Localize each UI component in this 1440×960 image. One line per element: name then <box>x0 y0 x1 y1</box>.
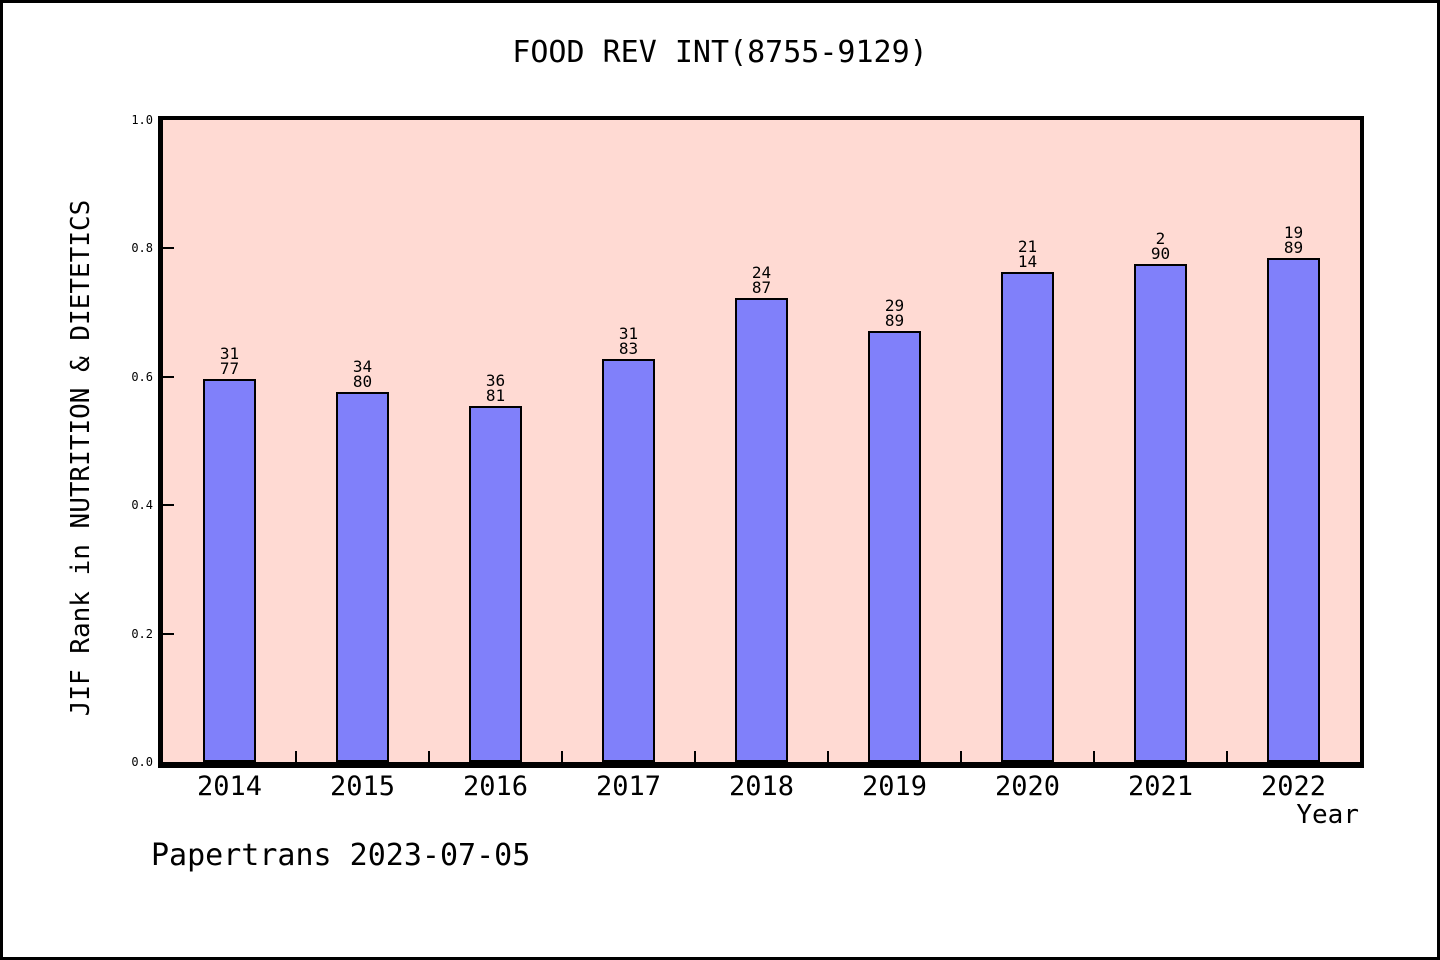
x-tick-label-2021: 2021 <box>1127 771 1194 802</box>
x-minor-tick <box>428 751 430 762</box>
bar-value-label-2015: 34 80 <box>352 357 373 391</box>
y-tick-label-0.4: 0.4 <box>131 498 153 513</box>
x-tick-label-2014: 2014 <box>196 771 263 802</box>
bar-2016 <box>469 406 522 762</box>
bar-2018 <box>735 298 788 762</box>
bar-2020 <box>1001 272 1054 762</box>
y-tick-label-0.8: 0.8 <box>131 241 153 256</box>
x-minor-tick <box>561 751 563 762</box>
x-minor-tick <box>827 751 829 762</box>
bar-2017 <box>602 359 655 762</box>
x-minor-tick <box>1226 751 1228 762</box>
y-tick-label-0.6: 0.6 <box>131 369 153 384</box>
x-tick-label-2020: 2020 <box>994 771 1061 802</box>
bar-value-label-2018: 24 87 <box>751 263 772 297</box>
bar-value-label-2019: 29 89 <box>884 296 905 330</box>
y-tick-mark <box>163 504 174 507</box>
y-tick-label-1.0: 1.0 <box>131 113 153 127</box>
y-tick-mark <box>163 375 174 378</box>
x-tick-label-2017: 2017 <box>595 771 662 802</box>
y-tick-mark <box>163 247 174 250</box>
x-axis-label: Year <box>1296 800 1359 830</box>
x-tick-label-2022: 2022 <box>1260 771 1327 802</box>
bars-layer: 31 77 34 80 36 81 31 83 24 87 29 89 21 14 2 90 1… <box>163 120 1360 762</box>
watermark-footer: Papertrans 2023-07-05 <box>151 838 531 873</box>
x-tick-label-2018: 2018 <box>728 771 795 802</box>
bar-value-label-2017: 31 83 <box>618 324 639 358</box>
bar-2014 <box>203 379 256 762</box>
y-tick-label-0.0: 0.0 <box>131 755 153 769</box>
x-tick-label-2019: 2019 <box>861 771 928 802</box>
bar-2021 <box>1134 264 1187 762</box>
bar-value-label-2021: 2 90 <box>1150 229 1171 263</box>
x-tick-label-2016: 2016 <box>462 771 529 802</box>
bar-value-label-2014: 31 77 <box>219 344 240 378</box>
plot-area: 31 77 34 80 36 81 31 83 24 87 29 89 21 14 2 90 1… <box>158 116 1364 768</box>
bar-value-label-2016: 36 81 <box>485 371 506 405</box>
bar-2015 <box>336 392 389 762</box>
x-minor-tick <box>295 751 297 762</box>
x-minor-tick <box>694 751 696 762</box>
bar-value-label-2020: 21 14 <box>1017 237 1038 271</box>
y-tick-label-0.2: 0.2 <box>131 626 153 641</box>
x-minor-tick <box>1093 751 1095 762</box>
x-tick-label-2015: 2015 <box>329 771 396 802</box>
bar-2022 <box>1267 258 1320 762</box>
bar-value-label-2022: 19 89 <box>1283 223 1304 257</box>
bar-2019 <box>868 331 921 762</box>
y-tick-mark <box>163 632 174 635</box>
x-minor-tick <box>960 751 962 762</box>
chart-title: FOOD REV INT(8755-9129) <box>512 35 928 70</box>
y-axis-label: JIF Rank in NUTRITION & DIETETICS <box>66 199 96 717</box>
